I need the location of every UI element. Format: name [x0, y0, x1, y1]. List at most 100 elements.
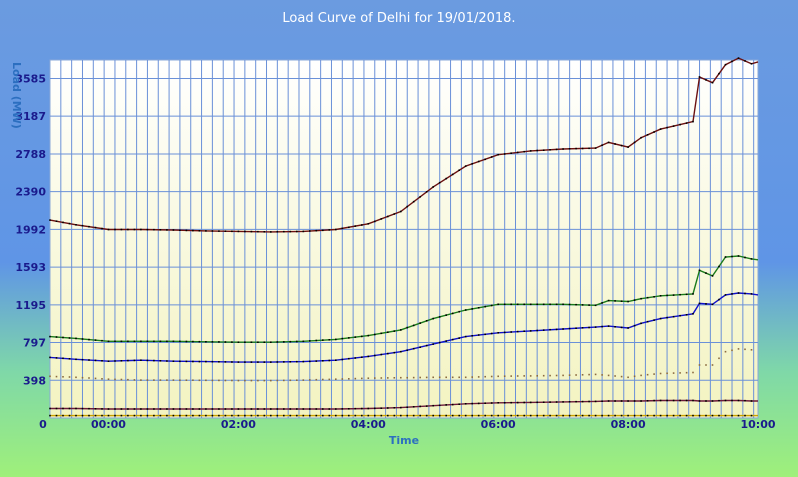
series-point — [510, 375, 512, 377]
series-point — [276, 341, 279, 343]
series-point — [672, 414, 675, 417]
series-point — [127, 359, 129, 362]
series-point — [568, 327, 571, 330]
series-point — [205, 408, 207, 410]
series-point — [218, 230, 220, 232]
series-point — [588, 326, 590, 329]
series-point — [133, 228, 136, 231]
series-point — [568, 374, 571, 376]
series-point — [75, 414, 77, 417]
series-point — [438, 376, 441, 379]
series-point — [127, 378, 129, 381]
series-point — [646, 400, 649, 402]
series-point — [536, 303, 538, 306]
series-point — [711, 275, 714, 277]
series-point — [81, 338, 84, 340]
series-point — [68, 222, 71, 225]
series-point — [68, 337, 71, 339]
series-point — [698, 76, 701, 78]
series-point — [737, 348, 740, 350]
series-point — [354, 225, 357, 227]
series-point — [231, 230, 233, 233]
series-point — [432, 317, 434, 320]
series-point — [614, 143, 616, 145]
series-point — [471, 335, 473, 337]
series-point — [464, 414, 467, 417]
series-point — [477, 160, 480, 163]
series-point — [49, 407, 51, 410]
series-point — [367, 334, 370, 337]
series-point — [153, 408, 155, 410]
series-point — [387, 407, 389, 409]
series-point — [438, 414, 441, 417]
series-point — [451, 403, 454, 406]
series-point — [218, 408, 220, 410]
series-point — [159, 379, 162, 381]
series-point — [406, 349, 408, 351]
series-point — [542, 303, 545, 306]
series-point — [88, 407, 90, 410]
series-point — [107, 360, 110, 362]
series-point — [692, 414, 694, 417]
series-point — [588, 400, 590, 403]
series-point — [425, 191, 428, 193]
series-point — [484, 333, 486, 336]
series-point — [698, 414, 701, 417]
series-point — [296, 408, 298, 410]
series-point — [179, 340, 181, 343]
series-point — [166, 408, 168, 410]
series-point — [192, 379, 194, 381]
series-point — [685, 314, 688, 316]
series-point — [205, 360, 207, 363]
series-point — [503, 331, 506, 334]
series-point — [205, 414, 207, 417]
series-point — [529, 401, 532, 404]
series-point — [640, 136, 642, 139]
series-point — [685, 122, 688, 124]
series-point — [120, 414, 123, 417]
series-point — [620, 300, 623, 302]
series-point — [88, 377, 90, 379]
series-point — [510, 303, 512, 306]
series-point — [276, 231, 279, 233]
series-point — [335, 378, 337, 380]
series-point — [698, 302, 701, 305]
series-point — [361, 335, 363, 338]
series-point — [127, 340, 129, 343]
series-point — [640, 297, 642, 300]
series-point — [568, 414, 571, 417]
series-point — [270, 379, 272, 382]
series-point — [159, 229, 162, 231]
series-point — [153, 379, 155, 381]
series-point — [464, 309, 467, 311]
series-point — [562, 374, 564, 377]
series-point — [140, 359, 142, 361]
y-tick-label: 3187 — [15, 110, 46, 123]
series-point — [425, 376, 428, 379]
series-point — [594, 373, 597, 376]
series-point — [250, 414, 253, 417]
series-point — [231, 361, 233, 363]
series-point — [322, 414, 324, 417]
series-point — [387, 414, 389, 417]
series-point — [724, 399, 727, 402]
series-point — [744, 399, 746, 402]
series-point — [380, 377, 383, 379]
series-point — [614, 414, 616, 417]
series-point — [166, 414, 168, 417]
series-point — [451, 376, 454, 379]
series-point — [581, 304, 584, 306]
series-point — [114, 228, 116, 231]
series-point — [263, 408, 266, 410]
series-point — [666, 372, 668, 375]
series-point — [484, 305, 486, 308]
series-point — [231, 341, 233, 343]
series-point — [445, 404, 447, 406]
series-point — [536, 375, 538, 377]
series-point — [218, 379, 220, 382]
series-point — [367, 377, 370, 379]
series-point — [107, 228, 110, 231]
series-point — [406, 205, 408, 208]
series-point — [555, 414, 558, 417]
series-point — [731, 60, 733, 63]
